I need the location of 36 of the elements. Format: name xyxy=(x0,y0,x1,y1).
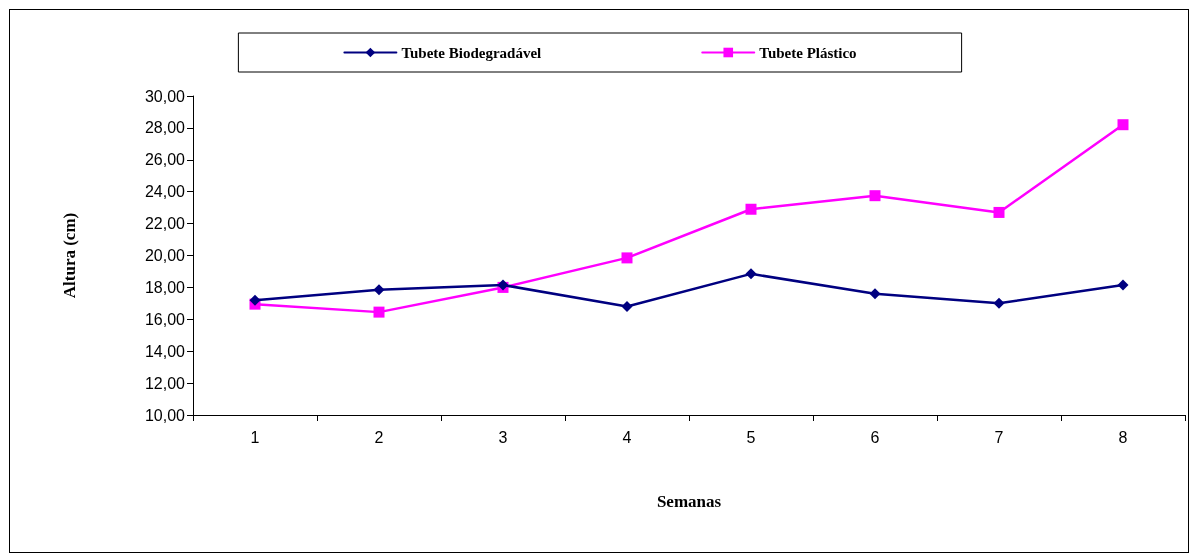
point xyxy=(993,206,1005,218)
y-tick-label: 14,00 xyxy=(144,342,186,360)
x-tick-label: 6 xyxy=(870,428,880,446)
point xyxy=(373,306,385,318)
point xyxy=(869,288,881,300)
y-tick-label: 26,00 xyxy=(144,151,186,169)
x-tick-label: 8 xyxy=(1118,428,1128,446)
point xyxy=(1117,279,1129,291)
y-tick-label: 10,00 xyxy=(144,406,186,424)
point xyxy=(373,284,385,296)
point xyxy=(249,294,261,306)
y-tick-label: 16,00 xyxy=(144,310,186,328)
x-axis-title: Semanas xyxy=(656,492,722,511)
y-tick-label: 28,00 xyxy=(144,119,186,137)
x-tick-label: 4 xyxy=(622,428,632,446)
y-tick-label: 30,00 xyxy=(144,87,186,105)
point xyxy=(993,297,1005,309)
y-tick-label: 22,00 xyxy=(144,215,186,233)
y-tick-label: 18,00 xyxy=(144,278,186,296)
y-axis-title: Altura (cm) xyxy=(60,212,79,299)
x-tick-label: 1 xyxy=(250,428,260,446)
point xyxy=(1117,119,1129,131)
x-tick-label: 5 xyxy=(746,428,756,446)
x-tick-label: 3 xyxy=(498,428,508,446)
point xyxy=(745,203,757,215)
legend-label: Tubete Biodegradável xyxy=(401,44,542,61)
y-tick-label: 20,00 xyxy=(144,247,186,264)
point xyxy=(745,268,757,280)
legend-label: Tubete Plástico xyxy=(759,44,857,61)
x-tick-label: 2 xyxy=(374,428,384,446)
y-tick-label: 12,00 xyxy=(144,374,186,392)
x-tick-label: 7 xyxy=(994,428,1004,446)
point xyxy=(869,190,881,202)
point xyxy=(621,252,633,264)
point xyxy=(621,301,633,313)
y-tick-label: 24,00 xyxy=(144,183,186,201)
